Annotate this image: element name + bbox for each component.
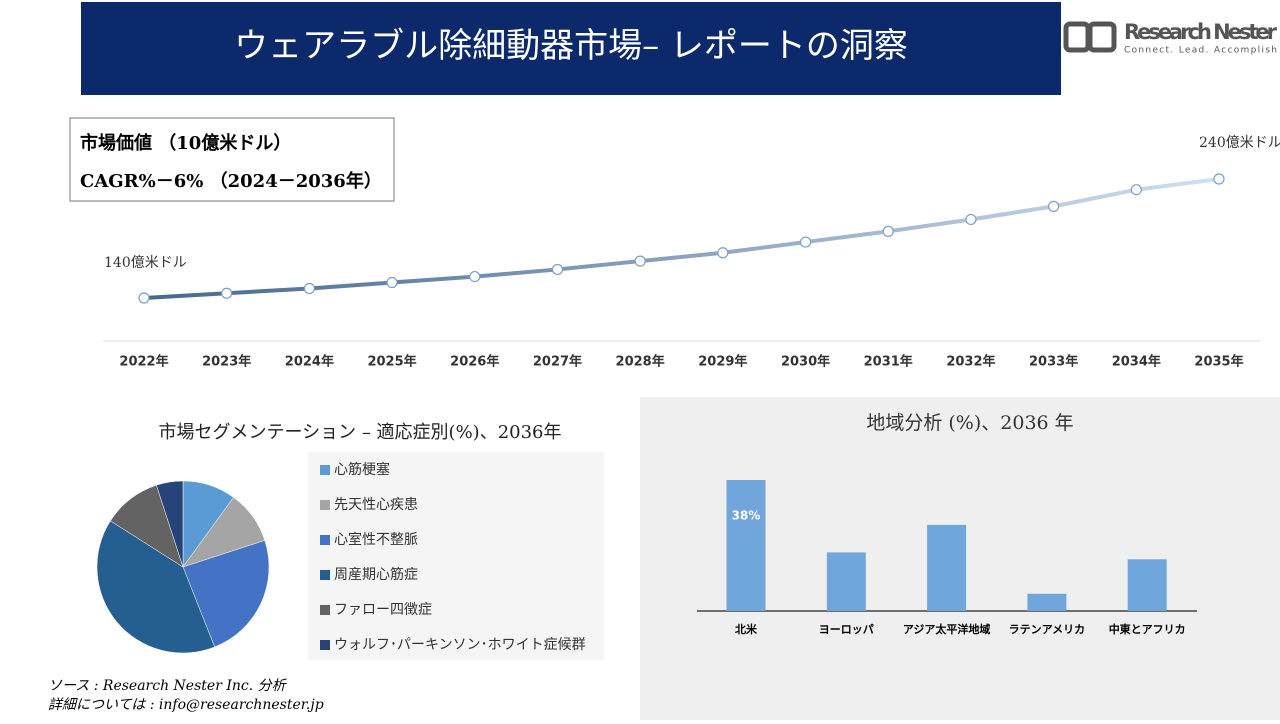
legend-label: 心筋梗塞 [334, 461, 390, 478]
chart-title: 市場セグメンテーション – 適応症別(%)、2036年 [158, 422, 561, 443]
point [138, 292, 150, 304]
legend-swatch [320, 500, 330, 510]
legend-label: 周産期心筋症 [334, 566, 418, 583]
info-line: CAGR%－6% （2024－2036年） [80, 170, 382, 192]
value-label: 38% [732, 509, 761, 523]
point [1213, 173, 1225, 185]
point [551, 263, 564, 276]
bar [1127, 559, 1167, 611]
x-tick-label: 2035年 [1194, 354, 1243, 370]
value-label: 240億米ドル [1199, 135, 1280, 151]
legend-swatch [320, 640, 330, 650]
x-tick-label: アジア太平洋地域 [903, 622, 991, 636]
x-tick-label: 2026年 [450, 354, 499, 370]
bar [1027, 593, 1067, 611]
info-box [69, 117, 395, 202]
legend-label: 先天性心疾患 [334, 497, 418, 513]
point [634, 255, 646, 267]
legend-label: 心室性不整脈 [334, 531, 418, 548]
point [221, 287, 233, 299]
legend-swatch [320, 570, 330, 580]
value-label: 140億米ドル [104, 255, 187, 271]
x-tick-label: ヨーロッパ [819, 623, 874, 636]
point [882, 225, 894, 237]
point [303, 282, 315, 295]
pie-slice [96, 520, 215, 654]
pie-slice [182, 540, 270, 648]
page-title: ウェアラブル除細動器市場– レポートの洞察 [234, 26, 908, 66]
legend-label: ファロー四徴症 [334, 602, 432, 618]
info-line: 市場価値 （10億米ドル） [80, 132, 291, 154]
point [469, 270, 481, 283]
x-tick-label: 2024年 [285, 354, 334, 370]
header-band [81, 2, 1061, 95]
legend-swatch [320, 605, 330, 615]
logo: Research Nester Connect. Lead. Accomplis… [1063, 20, 1278, 56]
x-tick-label: 北米 [735, 622, 758, 636]
x-tick-label: 2032年 [946, 354, 995, 370]
x-tick-label: 2031年 [864, 354, 913, 370]
chart-title: 地域分析 (%)、2036 年 [866, 412, 1073, 434]
point [965, 213, 977, 226]
line [143, 177, 1220, 300]
logo-tagline: Connect. Lead. Accomplish [1124, 46, 1277, 56]
logo-name: Research Nester [1124, 20, 1278, 44]
x-tick-label: ラテンアメリカ [1009, 623, 1085, 636]
point [1048, 200, 1060, 212]
legend-label: ウォルフ･パーキンソン･ホワイト症候群 [334, 637, 586, 653]
legend-swatch [320, 465, 330, 475]
bar [726, 480, 766, 611]
x-tick-label: 2029年 [698, 354, 747, 370]
x-tick-label: 中東とアフリカ [1109, 622, 1186, 636]
pie-slice [156, 480, 184, 568]
point [717, 247, 729, 259]
bar [826, 552, 866, 611]
logo-icon [1087, 21, 1117, 53]
x-tick-label: 2025年 [367, 354, 416, 370]
x-tick-label: 2028年 [616, 354, 665, 370]
legend-box [308, 452, 604, 660]
x-tick-label: 2022年 [119, 354, 168, 370]
x-tick-label: 2034年 [1112, 354, 1161, 370]
point [386, 276, 398, 289]
legend-swatch [320, 535, 330, 545]
bar [927, 524, 967, 611]
x-tick-label: 2030年 [781, 354, 830, 370]
footer-source: ソース : Research Nester Inc. 分析 [48, 678, 288, 694]
x-tick-label: 2033年 [1029, 354, 1078, 370]
point [799, 236, 812, 248]
footer-contact: 詳細については : info@researchnester.jp [48, 697, 324, 713]
x-tick-label: 2023年 [202, 354, 251, 370]
x-tick-label: 2027年 [533, 354, 582, 370]
point [1130, 184, 1142, 196]
logo-icon [1063, 21, 1091, 53]
